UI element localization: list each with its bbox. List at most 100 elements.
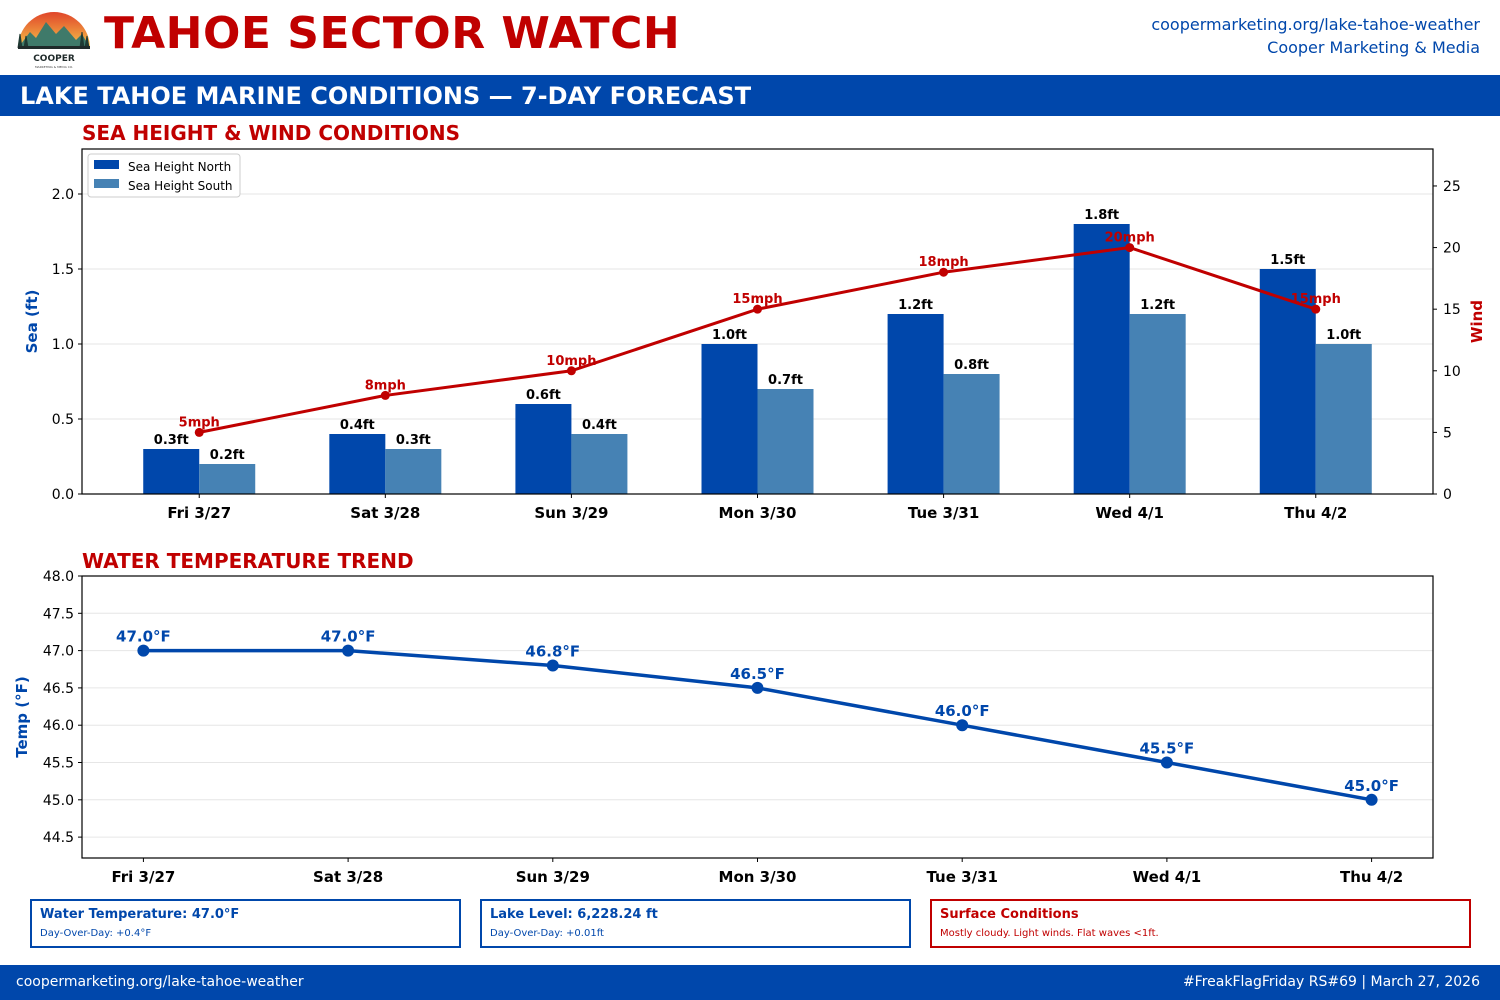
x-tick-label: Tue 3/31 [926, 868, 997, 886]
bar-sea-south [571, 434, 628, 494]
banner-title: LAKE TAHOE MARINE CONDITIONS — 7-DAY FOR… [20, 82, 752, 110]
legend-label-south: Sea Height South [128, 179, 233, 193]
bar-data-label: 1.2ft [1140, 298, 1175, 313]
y-axis-label: Temp (°F) [13, 676, 31, 757]
bar-sea-south [1129, 314, 1186, 494]
lake-level-box: Lake Level: 6,228.24 ft Day-Over-Day: +0… [480, 899, 911, 948]
bar-data-label: 0.7ft [768, 373, 803, 388]
water-temp-title: Water Temperature: 47.0°F [40, 907, 240, 922]
surface-conditions-title: Surface Conditions [940, 907, 1079, 922]
y2-tick-label: 0 [1443, 487, 1452, 503]
bar-data-label: 0.6ft [526, 388, 561, 403]
wind-data-label: 18mph [918, 255, 968, 270]
bar-sea-south [1315, 344, 1372, 494]
x-tick-label: Fri 3/27 [167, 504, 231, 522]
x-tick-label: Mon 3/30 [719, 504, 797, 522]
temp-data-label: 45.5°F [1140, 740, 1195, 758]
y-tick-label: 1.5 [52, 262, 74, 278]
temp-chart-title: WATER TEMPERATURE TREND [82, 549, 414, 573]
x-tick-label: Sun 3/29 [516, 868, 590, 886]
lake-level-change: Day-Over-Day: +0.01ft [490, 928, 604, 939]
bar-data-label: 1.8ft [1084, 208, 1119, 223]
bar-sea-north [329, 434, 386, 494]
y-tick-label: 0.5 [52, 412, 74, 428]
y-tick-label: 1.0 [52, 337, 74, 353]
y-tick-label: 44.5 [43, 830, 74, 846]
sea-wind-chart-title: SEA HEIGHT & WIND CONDITIONS [82, 121, 461, 145]
x-tick-label: Wed 4/1 [1133, 868, 1202, 886]
page-title: TAHOE SECTOR WATCH [104, 8, 681, 59]
wind-data-label: 5mph [179, 415, 220, 430]
y2-tick-label: 25 [1443, 179, 1461, 195]
temp-point [342, 644, 355, 657]
y-tick-label: 45.5 [43, 756, 74, 772]
surface-conditions-box: Surface Conditions Mostly cloudy. Light … [930, 899, 1471, 948]
y-tick-label: 2.0 [52, 187, 74, 203]
x-tick-label: Sun 3/29 [534, 504, 608, 522]
y2-tick-label: 10 [1443, 364, 1461, 380]
temp-point [1160, 756, 1173, 769]
bar-sea-north [515, 404, 572, 494]
x-tick-label: Fri 3/27 [111, 868, 175, 886]
forecast-banner: LAKE TAHOE MARINE CONDITIONS — 7-DAY FOR… [0, 75, 1500, 116]
x-tick-label: Sat 3/28 [350, 504, 420, 522]
wind-point [1311, 304, 1321, 314]
water-temp-box: Water Temperature: 47.0°F Day-Over-Day: … [30, 899, 461, 948]
bar-data-label: 1.2ft [898, 298, 933, 313]
wind-point [194, 427, 204, 437]
wind-data-label: 10mph [546, 354, 596, 369]
y-tick-label: 47.5 [43, 606, 74, 622]
bar-data-label: 1.0ft [712, 328, 747, 343]
bar-sea-south [199, 464, 256, 494]
bar-sea-south [757, 389, 814, 494]
legend-swatch-south [94, 179, 119, 188]
y-tick-label: 46.0 [43, 718, 74, 734]
bar-data-label: 0.4ft [582, 418, 617, 433]
bar-data-label: 0.3ft [154, 433, 189, 448]
y2-tick-label: 5 [1443, 425, 1452, 441]
footer: coopermarketing.org/lake-tahoe-weather #… [0, 965, 1500, 1000]
logo-text: COOPER [33, 54, 75, 64]
temp-data-label: 46.5°F [730, 665, 785, 683]
wind-point [939, 267, 949, 277]
legend [87, 153, 241, 198]
bar-sea-north [887, 314, 944, 494]
y-tick-label: 46.5 [43, 681, 74, 697]
legend-swatch-north [94, 160, 119, 169]
temp-point [956, 719, 969, 732]
temp-point [751, 681, 764, 694]
temp-data-label: 47.0°F [321, 628, 376, 646]
wind-data-label: 20mph [1105, 231, 1155, 246]
y-tick-label: 47.0 [43, 644, 74, 660]
wind-data-label: 8mph [365, 378, 406, 393]
x-tick-label: Sat 3/28 [313, 868, 383, 886]
temp-data-label: 46.8°F [525, 643, 580, 661]
plot-frame [81, 148, 1434, 495]
x-tick-label: Thu 4/2 [1340, 868, 1403, 886]
bar-sea-north [701, 344, 758, 494]
wind-point [380, 390, 390, 400]
y-tick-label: 45.0 [43, 793, 74, 809]
y-axis-label: Sea (ft) [23, 290, 41, 354]
wind-point [1125, 243, 1135, 253]
y-tick-label: 0.0 [52, 487, 74, 503]
legend-label-north: Sea Height North [128, 160, 231, 174]
temp-data-label: 47.0°F [116, 628, 171, 646]
temp-data-label: 46.0°F [935, 702, 990, 720]
lake-level-title: Lake Level: 6,228.24 ft [490, 907, 658, 922]
bar-sea-north [143, 449, 200, 494]
bar-data-label: 1.5ft [1270, 253, 1305, 268]
header-org-name: Cooper Marketing & Media [1267, 38, 1480, 57]
wind-point [753, 304, 762, 314]
y-tick-label: 48.0 [43, 569, 74, 585]
water-temp-change: Day-Over-Day: +0.4°F [40, 928, 152, 939]
x-tick-label: Tue 3/31 [908, 504, 979, 522]
footer-tagline: #FreakFlagFriday RS#69 | March 27, 2026 [1182, 974, 1480, 990]
plot-frame [81, 575, 1434, 859]
header-url-link[interactable]: coopermarketing.org/lake-tahoe-weather [1151, 15, 1480, 34]
y2-tick-label: 15 [1443, 302, 1461, 318]
surface-conditions-text: Mostly cloudy. Light winds. Flat waves <… [940, 928, 1159, 939]
bar-sea-south [385, 449, 442, 494]
bar-data-label: 0.8ft [954, 358, 989, 373]
footer-url-link[interactable]: coopermarketing.org/lake-tahoe-weather [16, 974, 304, 990]
